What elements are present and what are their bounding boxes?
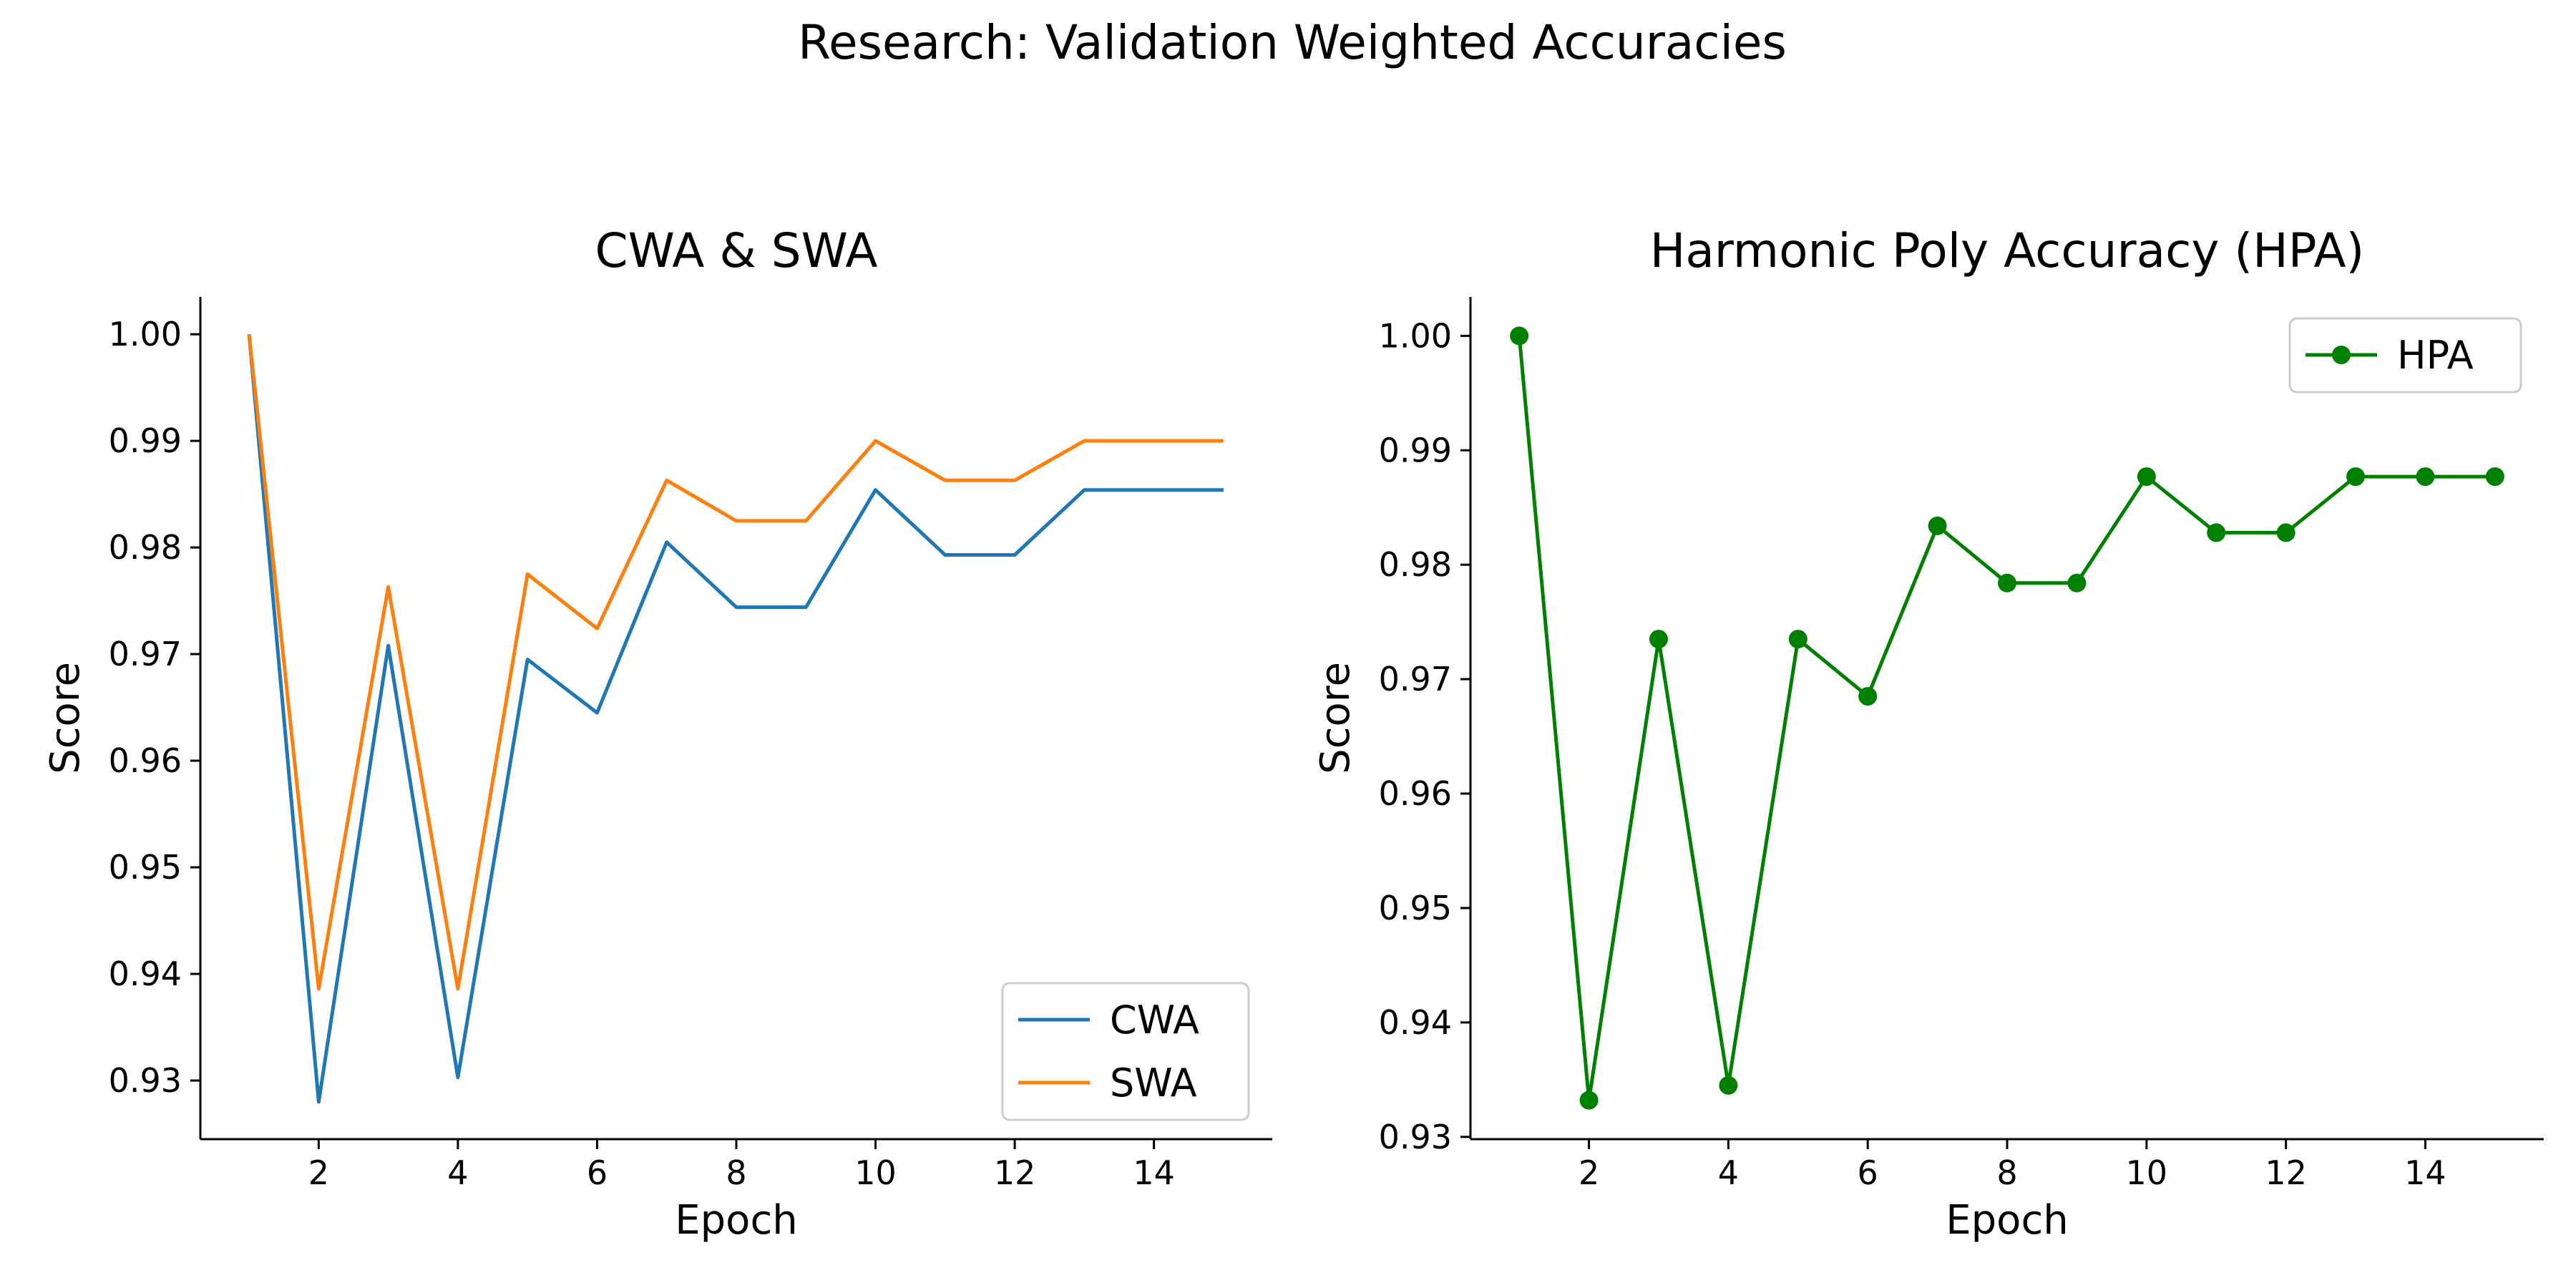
data-point-hpa — [1579, 1091, 1599, 1110]
data-point-hpa — [1998, 573, 2016, 592]
series-line-cwa — [247, 333, 1224, 1104]
x-tick-label: 8 — [726, 1153, 746, 1192]
y-tick-label: 0.93 — [109, 1061, 182, 1100]
y-tick-label: 1.00 — [109, 315, 182, 353]
x-tick-label: 8 — [1996, 1153, 2017, 1192]
y-tick-label: 0.94 — [109, 955, 182, 993]
y-tick-label: 0.93 — [1379, 1118, 1452, 1156]
series-line-hpa — [1517, 336, 2495, 1103]
y-tick-label: 0.95 — [1379, 889, 1452, 927]
data-point-hpa — [1510, 326, 1529, 346]
data-point-hpa — [2067, 573, 2087, 592]
x-axis-label: Epoch — [675, 1197, 797, 1244]
x-tick-label: 2 — [1579, 1153, 1599, 1192]
x-axis-label: Epoch — [1946, 1197, 2068, 1244]
legend: CWA SWA — [1001, 982, 1250, 1121]
x-tick-label: 14 — [2404, 1153, 2446, 1192]
legend-label-cwa: CWA — [1110, 997, 1199, 1043]
y-tick-label: 0.97 — [1379, 660, 1452, 698]
data-point-hpa — [1788, 630, 1807, 649]
x-tick-label: 6 — [587, 1153, 608, 1192]
x-tick-label: 12 — [2265, 1153, 2307, 1192]
x-tick-label: 4 — [447, 1153, 468, 1192]
x-tick-label: 4 — [1718, 1153, 1739, 1192]
data-point-hpa — [2207, 523, 2226, 542]
y-tick-label: 0.94 — [1379, 1003, 1452, 1042]
figure-suptitle: Research: Validation Weighted Accuracies — [798, 15, 1787, 70]
x-tick-label: 10 — [854, 1153, 897, 1192]
data-point-hpa — [1858, 687, 1878, 706]
y-tick-label: 0.95 — [109, 848, 182, 887]
y-tick-label: 0.98 — [109, 528, 182, 567]
legend-frame — [2288, 317, 2522, 394]
series-line-swa — [247, 333, 1224, 991]
y-tick-label: 0.97 — [109, 635, 182, 673]
data-point-hpa — [1719, 1075, 1738, 1095]
data-point-hpa — [2346, 467, 2366, 487]
x-tick-label: 14 — [1133, 1153, 1175, 1192]
y-tick-label: 0.98 — [1379, 545, 1452, 584]
x-tick-label: 12 — [994, 1153, 1036, 1192]
x-tick-label: 2 — [308, 1153, 329, 1192]
y-tick-label: 0.99 — [109, 421, 182, 460]
legend: HPA — [2288, 317, 2522, 394]
data-point-hpa — [2416, 467, 2435, 487]
data-point-hpa — [1649, 630, 1668, 649]
y-tick-label: 0.96 — [109, 741, 182, 780]
chart-cwa-swa: CWA & SWA 2 4 6 8 10 12 14 0.93 0.94 0.95 0.96 0.97 0… — [42, 223, 1272, 1244]
legend-frame — [1001, 982, 1250, 1121]
y-tick-label: 1.00 — [1379, 316, 1452, 355]
y-axis-label: Score — [1312, 662, 1359, 774]
legend-label-swa: SWA — [1110, 1060, 1197, 1106]
chart-title: Harmonic Poly Accuracy (HPA) — [1650, 223, 2365, 278]
chart-title: CWA & SWA — [595, 223, 877, 278]
y-tick-label: 0.99 — [1379, 431, 1452, 469]
legend-marker-hpa — [2332, 346, 2351, 364]
data-point-hpa — [2137, 467, 2156, 487]
y-tick-label: 0.96 — [1379, 774, 1452, 813]
chart-hpa: Harmonic Poly Accuracy (HPA) 2 4 6 8 10 12 14 0.… — [1312, 223, 2544, 1244]
data-point-hpa — [2485, 467, 2504, 487]
x-tick-label: 6 — [1858, 1153, 1878, 1192]
x-tick-label: 10 — [2126, 1153, 2168, 1192]
y-axis-label: Score — [42, 662, 89, 774]
data-point-hpa — [2276, 523, 2296, 542]
data-point-hpa — [1928, 516, 1947, 535]
legend-label-hpa: HPA — [2397, 333, 2474, 378]
